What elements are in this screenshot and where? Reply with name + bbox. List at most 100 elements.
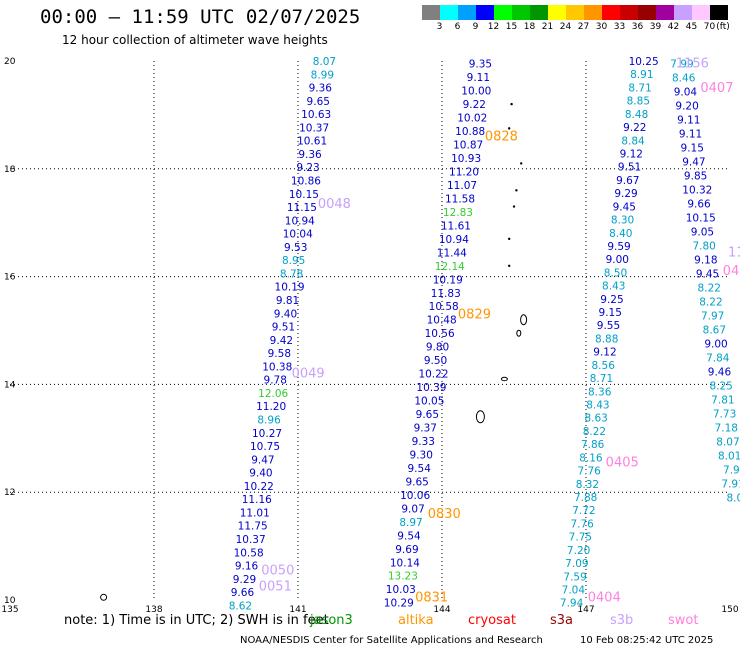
legend-label: 36 <box>631 22 644 32</box>
wave-height-value: 9.50 <box>424 355 447 367</box>
legend-label: 27 <box>577 22 590 32</box>
wave-height-value: 10.37 <box>299 122 329 134</box>
legend-swatch <box>440 5 458 20</box>
wave-height-value: 9.45 <box>696 269 719 281</box>
longitude-tick-label: 141 <box>289 605 306 615</box>
wave-height-value: 9.11 <box>677 115 700 127</box>
wave-height-value: 9.15 <box>681 143 704 155</box>
wave-height-value: 8.97 <box>399 517 422 529</box>
wave-height-value: 9.29 <box>233 574 256 586</box>
legend-label: 6 <box>454 22 461 32</box>
wave-height-value: 13.23 <box>388 571 418 583</box>
wave-height-value: 10.22 <box>418 369 448 381</box>
wave-height-value: 8.96 <box>257 415 281 427</box>
pass-time-label: 1156 <box>676 57 709 72</box>
legend-label: 9 <box>472 22 479 32</box>
legend-swatch <box>476 5 494 20</box>
wave-height-value: 12.14 <box>435 261 465 273</box>
wave-height-value: 9.65 <box>405 476 428 488</box>
longitude-tick-label: 144 <box>433 605 450 615</box>
legend-label: 18 <box>523 22 536 32</box>
color-legend: 3 6 9 12 15 18 21 24 27 30 33 36 39 42 45 70 (ft) <box>422 5 730 35</box>
wave-height-value: 9.12 <box>620 148 643 160</box>
wave-height-value: 7.59 <box>563 571 586 583</box>
legend-swatch <box>548 5 566 20</box>
wave-height-value: 8.63 <box>584 413 607 425</box>
wave-height-value: 7.72 <box>572 505 595 517</box>
wave-height-value: 8.22 <box>698 283 721 295</box>
wave-height-value: 10.00 <box>461 86 491 98</box>
wave-height-value: 10.15 <box>289 189 319 201</box>
wave-height-value: 9.00 <box>606 254 629 266</box>
wave-height-value: 7.18 <box>715 423 738 435</box>
satellite-s3a: s3a <box>550 613 574 628</box>
legend-label: 33 <box>613 22 626 32</box>
footer-note: note: 1) Time is in UTC; 2) SWH is in fe… <box>64 613 329 628</box>
wave-height-value: 9.47 <box>251 454 274 466</box>
wave-height-value: 10.58 <box>234 547 264 559</box>
pass-time-label: 0831 <box>415 590 448 605</box>
wave-height-value: 9.58 <box>268 348 291 360</box>
wave-height-value: 11.20 <box>256 401 286 413</box>
wave-height-value: 7.76 <box>577 466 601 478</box>
wave-height-value: 9.00 <box>704 339 727 351</box>
satellite-altika: altika <box>398 613 434 628</box>
legend-label: 70 <box>703 22 716 32</box>
pass-time-label: 0407 <box>700 81 733 96</box>
wave-height-value: 10.38 <box>262 361 292 373</box>
wave-height-value: 7.04 <box>562 584 586 596</box>
wave-height-value: 10.56 <box>425 328 455 340</box>
longitude-tick-label: 135 <box>1 605 18 615</box>
wave-height-value: 9.22 <box>623 122 646 134</box>
pass-time-label: 0051 <box>259 580 292 595</box>
satellite-s3b: s3b <box>610 613 634 628</box>
wave-height-value: 10.75 <box>250 441 280 453</box>
wave-height-value: 8.40 <box>609 228 632 240</box>
wave-height-value: 10.25 <box>629 56 659 68</box>
wave-height-value: 8.16 <box>579 452 603 464</box>
wave-height-value: 8.22 <box>583 426 606 438</box>
wave-height-value: 10.03 <box>386 584 416 596</box>
wave-height-value: 9.05 <box>691 227 714 239</box>
map-title: 00:00 – 11:59 UTC 02/07/2025 <box>40 6 361 28</box>
wave-height-value: 11.44 <box>437 247 467 259</box>
island <box>508 237 511 241</box>
wave-height-value: 9.04 <box>674 87 698 99</box>
wave-height-value: 8.07 <box>716 437 739 449</box>
legend-label: 21 <box>541 22 554 32</box>
wave-height-value: 9.11 <box>679 129 702 141</box>
wave-height-value: 7.86 <box>581 439 605 451</box>
wave-height-value: 8.07 <box>313 56 336 68</box>
wave-height-value: 9.11 <box>467 72 490 84</box>
wave-height-value: 7.76 <box>570 518 594 530</box>
legend-label: 30 <box>595 22 608 32</box>
wave-height-value: 9.46 <box>708 367 732 379</box>
wave-height-value: 9.80 <box>426 342 449 354</box>
map-subtitle: 12 hour collection of altimeter wave hei… <box>62 33 328 47</box>
wave-height-value: 10.63 <box>301 109 331 121</box>
wave-height-value: 10.88 <box>455 126 485 138</box>
wave-height-value: 10.15 <box>686 213 716 225</box>
island-outline <box>475 410 485 424</box>
wave-height-value: 9.66 <box>231 587 255 599</box>
wave-height-value: 9.18 <box>694 255 717 267</box>
legend-swatch <box>566 5 584 20</box>
satellite-swot: swot <box>668 613 699 628</box>
wave-height-value: 8.25 <box>709 381 732 393</box>
wave-height-value: 8.36 <box>588 386 612 398</box>
pass-time-label: 115 <box>728 245 740 260</box>
wave-height-value: 12.83 <box>443 207 473 219</box>
wave-height-value: 7.9 <box>723 465 740 477</box>
wave-height-value: 9.81 <box>276 295 299 307</box>
footer-credit: NOAA/NESDIS Center for Satellite Applica… <box>240 635 543 646</box>
wave-height-value: 8.71 <box>590 373 613 385</box>
longitude-tick-label: 147 <box>577 605 594 615</box>
wave-height-value: 9.25 <box>600 294 623 306</box>
latitude-tick-label: 20 <box>4 57 16 67</box>
island <box>510 102 513 106</box>
wave-height-value: 10.87 <box>453 140 483 152</box>
latitude-tick-label: 12 <box>4 488 15 498</box>
pass-time-label: 0404 <box>588 590 621 605</box>
wave-height-value: 9.22 <box>463 99 486 111</box>
wave-height-value: 8.62 <box>229 600 252 612</box>
